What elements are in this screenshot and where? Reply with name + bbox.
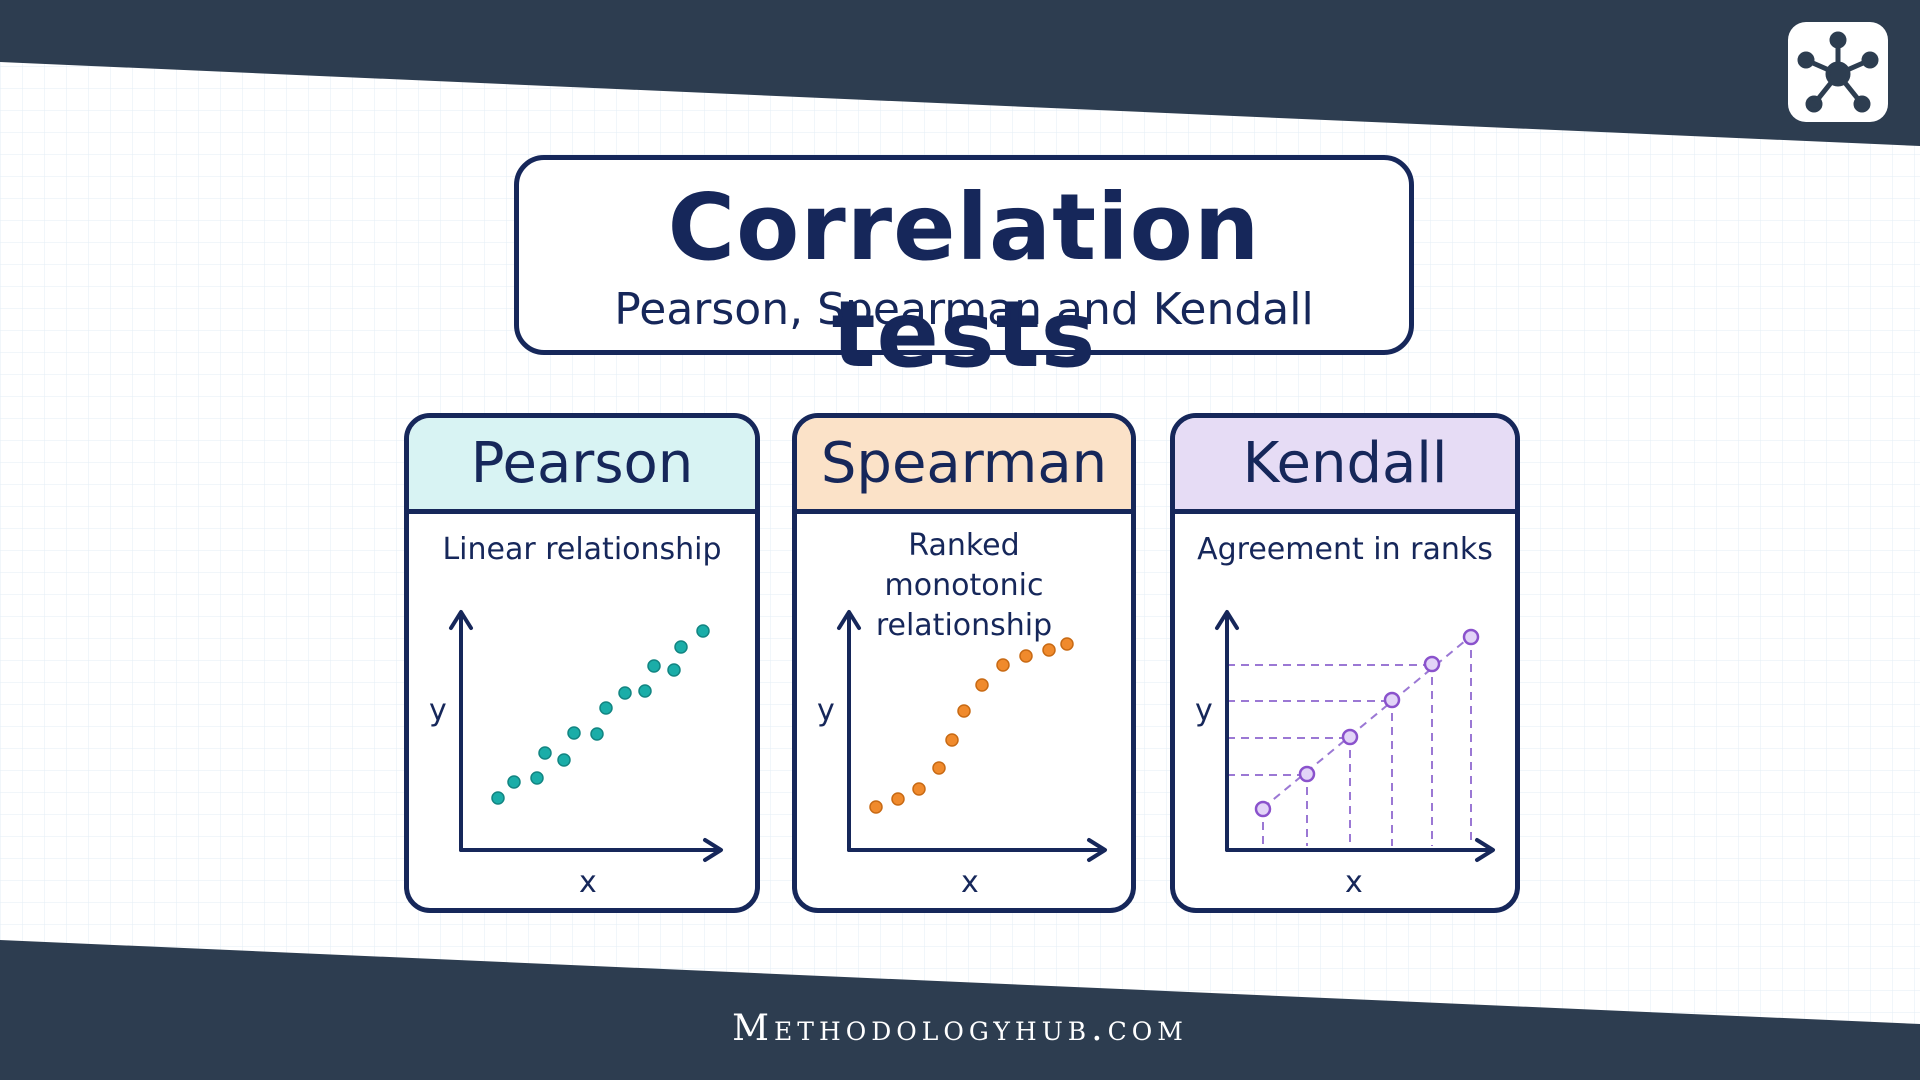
spearman-point bbox=[957, 704, 971, 718]
kendall-x-label: x bbox=[1345, 865, 1363, 900]
kendall-point bbox=[1383, 691, 1401, 709]
pearson-y-label: y bbox=[429, 693, 447, 728]
card-pearson-header: Pearson bbox=[409, 418, 755, 514]
kendall-point bbox=[1462, 628, 1480, 646]
logo bbox=[1788, 22, 1888, 122]
spearman-point bbox=[1019, 649, 1033, 663]
pearson-x-label: x bbox=[579, 865, 597, 900]
card-pearson-description: Linear relationship bbox=[442, 532, 722, 567]
footer-brand: Methodologyhub.com bbox=[732, 1008, 1188, 1049]
bottom-band bbox=[0, 940, 1920, 1080]
spearman-y-label: y bbox=[817, 693, 835, 728]
pearson-point bbox=[491, 791, 505, 805]
pearson-point bbox=[696, 624, 710, 638]
pearson-point bbox=[557, 753, 571, 767]
pearson-point bbox=[674, 640, 688, 654]
kendall-point bbox=[1298, 765, 1316, 783]
card-spearman: Spearman Ranked monotonic relationship y… bbox=[792, 413, 1136, 913]
pearson-point bbox=[538, 746, 552, 760]
top-band bbox=[0, 0, 1920, 146]
spearman-point bbox=[996, 658, 1010, 672]
spearman-point bbox=[1042, 643, 1056, 657]
pearson-point bbox=[647, 659, 661, 673]
card-pearson: Pearson Linear relationship y x bbox=[404, 413, 760, 913]
spearman-scatter-plot: y x bbox=[817, 610, 1107, 900]
network-hub-icon bbox=[1797, 31, 1879, 113]
kendall-y-label: y bbox=[1195, 693, 1213, 728]
page-subtitle: Pearson, Spearman and Kendall bbox=[614, 284, 1314, 335]
card-kendall-description: Agreement in ranks bbox=[1197, 532, 1493, 567]
page-title: Correlation tests bbox=[667, 174, 1261, 388]
spearman-point bbox=[975, 678, 989, 692]
kendall-point bbox=[1254, 800, 1272, 818]
pearson-point bbox=[667, 663, 681, 677]
pearson-scatter-plot: y x bbox=[429, 610, 723, 900]
kendall-point bbox=[1341, 728, 1359, 746]
pearson-point bbox=[590, 727, 604, 741]
card-spearman-header: Spearman bbox=[797, 418, 1131, 514]
pearson-point bbox=[599, 701, 613, 715]
card-spearman-description: Ranked monotonic relationship bbox=[875, 528, 1053, 643]
kendall-rank-plot: y x bbox=[1195, 610, 1495, 900]
spearman-point bbox=[912, 782, 926, 796]
spearman-point bbox=[945, 733, 959, 747]
pearson-point bbox=[567, 726, 581, 740]
pearson-point bbox=[507, 775, 521, 789]
pearson-point bbox=[530, 771, 544, 785]
card-kendall: Kendall Agreement in ranks y x bbox=[1170, 413, 1520, 913]
spearman-x-label: x bbox=[961, 865, 979, 900]
spearman-point bbox=[891, 792, 905, 806]
title-box: Correlation tests Pearson, Spearman and … bbox=[514, 155, 1414, 388]
pearson-point bbox=[618, 686, 632, 700]
kendall-point bbox=[1423, 655, 1441, 673]
spearman-point bbox=[869, 800, 883, 814]
spearman-point bbox=[1060, 637, 1074, 651]
pearson-point bbox=[638, 684, 652, 698]
spearman-point bbox=[932, 761, 946, 775]
card-kendall-header: Kendall bbox=[1175, 418, 1515, 514]
